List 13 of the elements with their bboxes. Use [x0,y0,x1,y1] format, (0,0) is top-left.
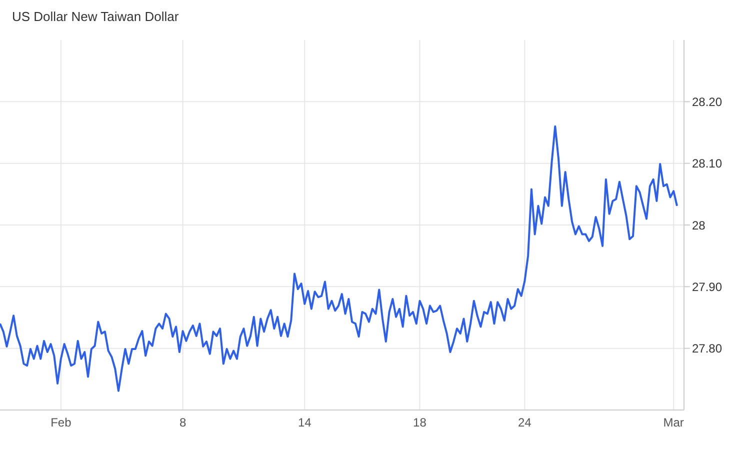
y-tick-label: 27.90 [692,280,722,294]
x-tick-label: 24 [518,416,532,430]
x-tick-label: 8 [179,416,186,430]
y-tick-label: 28.20 [692,94,722,109]
y-tick-label: 28 [692,218,706,232]
line-series [0,125,678,392]
y-tick-label: 27.80 [692,342,722,356]
chart-title: US Dollar New Taiwan Dollar [12,9,179,24]
x-tick-label: 14 [298,416,312,430]
x-tick-label: 18 [413,416,427,430]
x-tick-label: Feb [50,416,72,430]
x-tick-label: Mar [663,416,684,430]
y-tick-label: 28.10 [692,156,722,171]
